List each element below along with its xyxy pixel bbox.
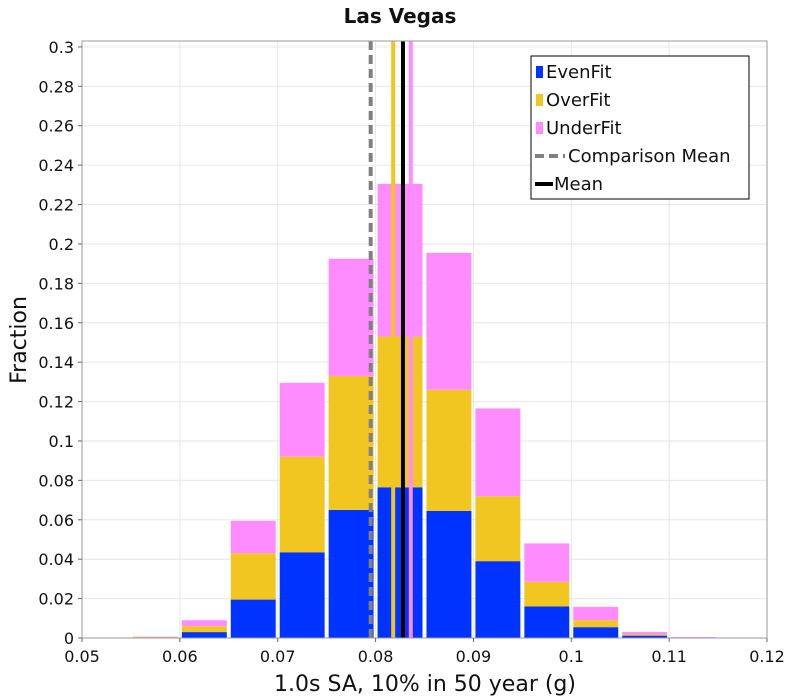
- y-tick-label: 0.22: [38, 196, 74, 215]
- bar-underfit: [230, 520, 276, 554]
- bar-overfit: [181, 626, 227, 633]
- bar-evenfit: [181, 632, 227, 638]
- y-tick-label: 0.2: [49, 235, 74, 254]
- y-tick-label: 0.1: [49, 432, 74, 451]
- bar-evenfit: [230, 599, 276, 638]
- x-axis-title: 1.0s SA, 10% in 50 year (g): [274, 672, 576, 697]
- y-tick-label: 0.06: [38, 511, 74, 530]
- stacked-bars: [132, 183, 717, 638]
- legend-swatch-underfit: [536, 122, 543, 134]
- bar-evenfit: [573, 627, 619, 638]
- x-tick-label: 0.08: [358, 647, 394, 666]
- y-tick-label: 0.3: [49, 38, 74, 57]
- y-tick-label: 0.12: [38, 393, 74, 412]
- bar-underfit: [279, 382, 325, 457]
- bar-evenfit: [328, 509, 374, 638]
- bar-underfit: [181, 620, 227, 627]
- bar-overfit: [524, 581, 570, 607]
- bar-underfit: [573, 606, 619, 621]
- plot-border: [81, 40, 768, 639]
- y-tick-label: 0.16: [38, 314, 74, 333]
- y-tick-label: 0.14: [38, 353, 74, 372]
- bar-overfit: [230, 553, 276, 600]
- legend-label-comparison-mean: Comparison Mean: [568, 146, 731, 167]
- bar-overfit: [475, 496, 521, 562]
- bar-evenfit: [377, 487, 423, 638]
- bar-evenfit: [279, 552, 325, 638]
- legend-label-evenfit: EvenFit: [546, 62, 612, 83]
- bar-evenfit: [475, 561, 521, 638]
- legend-label-overfit: OverFit: [546, 90, 610, 111]
- bar-evenfit: [426, 510, 472, 638]
- legend: EvenFit OverFit UnderFit Comparison Mean Mea…: [530, 55, 750, 200]
- bar-underfit: [524, 543, 570, 582]
- legend-swatch-overfit: [536, 94, 543, 106]
- x-tick-label: 0.06: [162, 647, 198, 666]
- x-tick-label: 0.07: [260, 647, 296, 666]
- bar-overfit: [377, 336, 423, 488]
- chart-title: Las Vegas: [344, 4, 457, 28]
- x-tick-label: 0.11: [651, 647, 687, 666]
- bar-overfit: [328, 375, 374, 510]
- y-tick-label: 0.18: [38, 274, 74, 293]
- bar-underfit: [475, 408, 521, 497]
- y-tick-label: 0.02: [38, 590, 74, 609]
- y-tick-label: 0.26: [38, 117, 74, 136]
- bar-overfit: [573, 620, 619, 628]
- legend-label-mean: Mean: [554, 174, 603, 195]
- bar-evenfit: [524, 606, 570, 638]
- y-tick-label: 0: [64, 629, 74, 648]
- mean-lines: [368, 41, 413, 638]
- legend-label-underfit: UnderFit: [546, 118, 622, 139]
- bar-evenfit: [622, 635, 668, 638]
- x-tick-label: 0.12: [749, 647, 785, 666]
- x-tick-label: 0.09: [456, 647, 492, 666]
- y-tick-label: 0.08: [38, 471, 74, 490]
- bar-underfit: [328, 258, 374, 376]
- y-axis-title: Fraction: [7, 296, 32, 384]
- bar-overfit: [622, 634, 668, 636]
- x-tick-label: 0.05: [64, 647, 100, 666]
- y-tick-label: 0.28: [38, 77, 74, 96]
- bar-underfit: [622, 632, 668, 635]
- bar-overfit: [279, 456, 325, 553]
- axes: 0 0.02 0.04 0.06 0.08 0.1 0.12 0.14 0.16 0.18 0.2 0…: [38, 38, 784, 666]
- bar-underfit: [426, 252, 472, 390]
- legend-box: [530, 55, 750, 200]
- x-tick-label: 0.1: [559, 647, 584, 666]
- bar-underfit: [377, 183, 423, 337]
- legend-swatch-evenfit: [536, 66, 543, 78]
- y-tick-label: 0.24: [38, 156, 74, 175]
- bar-overfit: [426, 389, 472, 511]
- y-tick-label: 0.04: [38, 550, 74, 569]
